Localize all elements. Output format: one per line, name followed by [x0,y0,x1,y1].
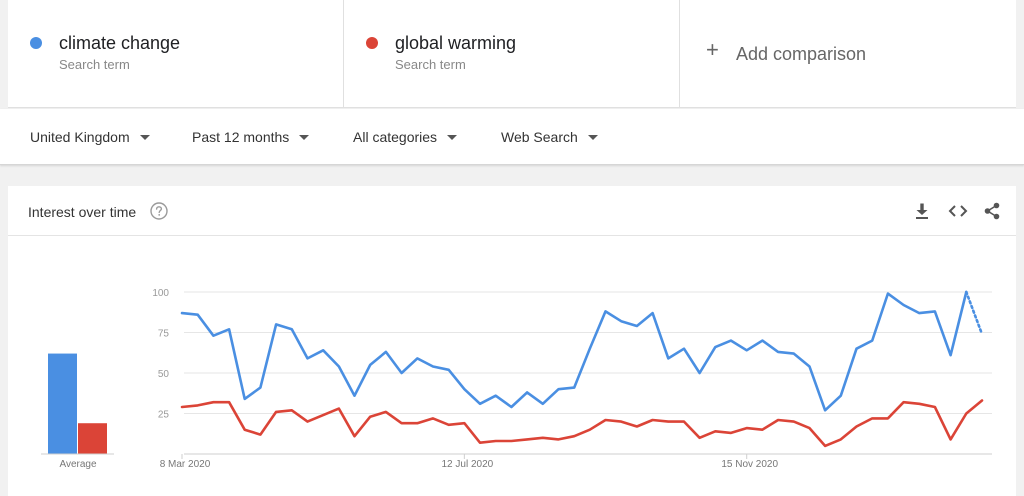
share-icon[interactable] [983,202,1001,220]
series-partial-segment-climate-change [965,290,984,336]
help-icon[interactable] [150,202,168,220]
region-label: United Kingdom [30,129,130,145]
y-tick-label: 75 [158,329,170,340]
interest-over-time-card: Interest over time 100 75 50 25 8 Mar 2020 12… [8,186,1016,496]
time-range-dropdown[interactable]: Past 12 months [192,129,310,145]
card-title: Interest over time [28,204,137,220]
time-range-label: Past 12 months [192,129,290,145]
comparison-bar: climate change Search term global warmin… [8,0,1016,108]
series-line-global-warming [180,399,984,448]
average-bar-climate-change [48,353,77,454]
climate-change-color-dot [30,37,42,49]
embed-icon[interactable] [948,202,968,220]
search-type-dropdown[interactable]: Web Search [501,129,598,145]
x-tick-label: 8 Mar 2020 [160,459,211,470]
term-climate-change[interactable]: climate change Search term [8,0,344,108]
add-comparison-label: Add comparison [736,44,867,64]
term-subtitle: Search term [59,57,130,72]
download-icon[interactable] [914,202,930,220]
card-header: Interest over time [8,186,1016,236]
average-bar-global-warming [78,423,107,454]
global-warming-color-dot [366,37,378,49]
search-type-label: Web Search [501,129,578,145]
y-tick-label: 25 [158,410,170,421]
term-subtitle: Search term [395,57,466,72]
chevron-down-icon [299,135,310,140]
chevron-down-icon [139,135,150,140]
interest-chart: 100 75 50 25 8 Mar 2020 12 Jul 2020 15 Nov 202… [41,288,992,470]
filter-bar: United Kingdom Past 12 months All catego… [0,109,1024,165]
category-label: All categories [353,129,438,145]
region-dropdown[interactable]: United Kingdom [30,129,150,145]
y-tick-label: 50 [158,369,170,380]
series-line-climate-change [180,290,968,412]
chevron-down-icon [587,135,598,140]
term-name[interactable]: climate change [59,33,181,53]
average-label: Average [59,459,97,470]
term-global-warming[interactable]: global warming Search term [344,0,680,108]
plus-icon: + [706,37,719,62]
category-dropdown[interactable]: All categories [353,129,458,145]
x-tick-label: 12 Jul 2020 [441,459,493,470]
x-tick-label: 15 Nov 2020 [721,459,778,470]
chevron-down-icon [447,135,458,140]
add-comparison-button[interactable]: + Add comparison [680,0,1016,108]
term-name[interactable]: global warming [395,33,517,53]
y-tick-label: 100 [152,288,169,299]
